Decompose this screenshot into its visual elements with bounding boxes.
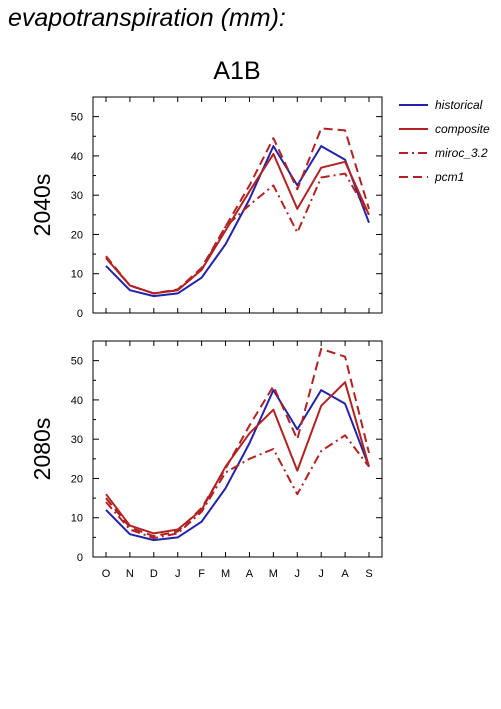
x-tick-label: S: [365, 568, 372, 580]
x-tick-label: D: [150, 568, 158, 580]
y-tick-label: 30: [71, 190, 83, 202]
x-tick-label: J: [175, 568, 181, 580]
y-tick-label: 10: [71, 269, 83, 281]
y-tick-label: 0: [77, 552, 83, 564]
page-title: evapotranspiration (mm):: [8, 4, 286, 32]
x-tick-label: M: [221, 568, 230, 580]
y-tick-label: 20: [71, 229, 83, 241]
x-tick-label: F: [198, 568, 205, 580]
plot-frame: [92, 96, 383, 314]
x-tick-label: A: [246, 568, 254, 580]
panel-ylabel: 2040s: [29, 174, 55, 237]
legend-label: miroc_3.2: [435, 146, 488, 160]
series-line-historical: [105, 145, 370, 298]
x-tick-label: M: [269, 568, 278, 580]
series-line-pcm1: [105, 127, 370, 295]
x-tick-label: A: [341, 568, 349, 580]
x-tick-label: J: [318, 568, 324, 580]
series-line-pcm1: [105, 347, 370, 538]
x-tick-label: N: [126, 568, 134, 580]
legend-label: pcm1: [434, 170, 464, 184]
x-tick-label: J: [295, 568, 301, 580]
legend-label: historical: [435, 98, 483, 112]
series-line-miroc-3-2: [105, 172, 370, 295]
y-tick-label: 40: [71, 395, 83, 407]
x-tick-label: O: [102, 568, 111, 580]
series-line-miroc-3-2: [105, 434, 370, 540]
y-tick-label: 10: [71, 513, 83, 525]
y-tick-label: 30: [71, 434, 83, 446]
series-line-composite: [105, 381, 370, 535]
y-tick-label: 0: [77, 308, 83, 320]
panel-ylabel: 2080s: [29, 418, 55, 481]
y-tick-label: 50: [71, 356, 83, 368]
y-tick-label: 50: [71, 112, 83, 124]
y-tick-label: 40: [71, 151, 83, 163]
y-tick-label: 20: [71, 473, 83, 485]
plot-frame: [92, 340, 383, 558]
chart-title: A1B: [213, 57, 260, 85]
legend-label: composite: [435, 122, 490, 136]
